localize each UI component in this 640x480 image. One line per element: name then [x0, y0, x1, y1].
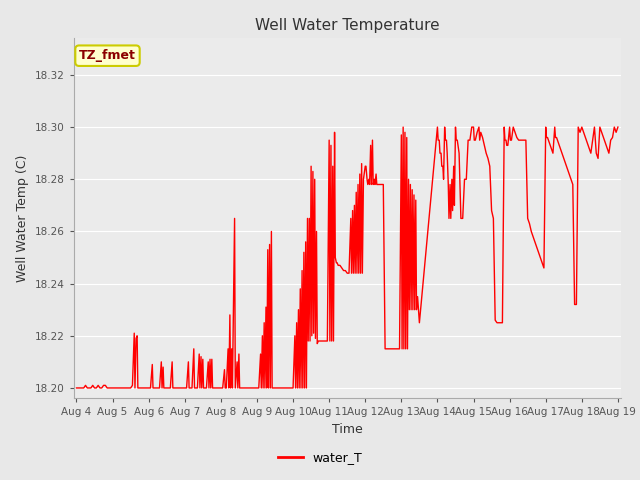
X-axis label: Time: Time: [332, 423, 363, 436]
Y-axis label: Well Water Temp (C): Well Water Temp (C): [16, 155, 29, 282]
Legend: water_T: water_T: [273, 446, 367, 469]
Title: Well Water Temperature: Well Water Temperature: [255, 18, 440, 33]
Text: TZ_fmet: TZ_fmet: [79, 49, 136, 62]
